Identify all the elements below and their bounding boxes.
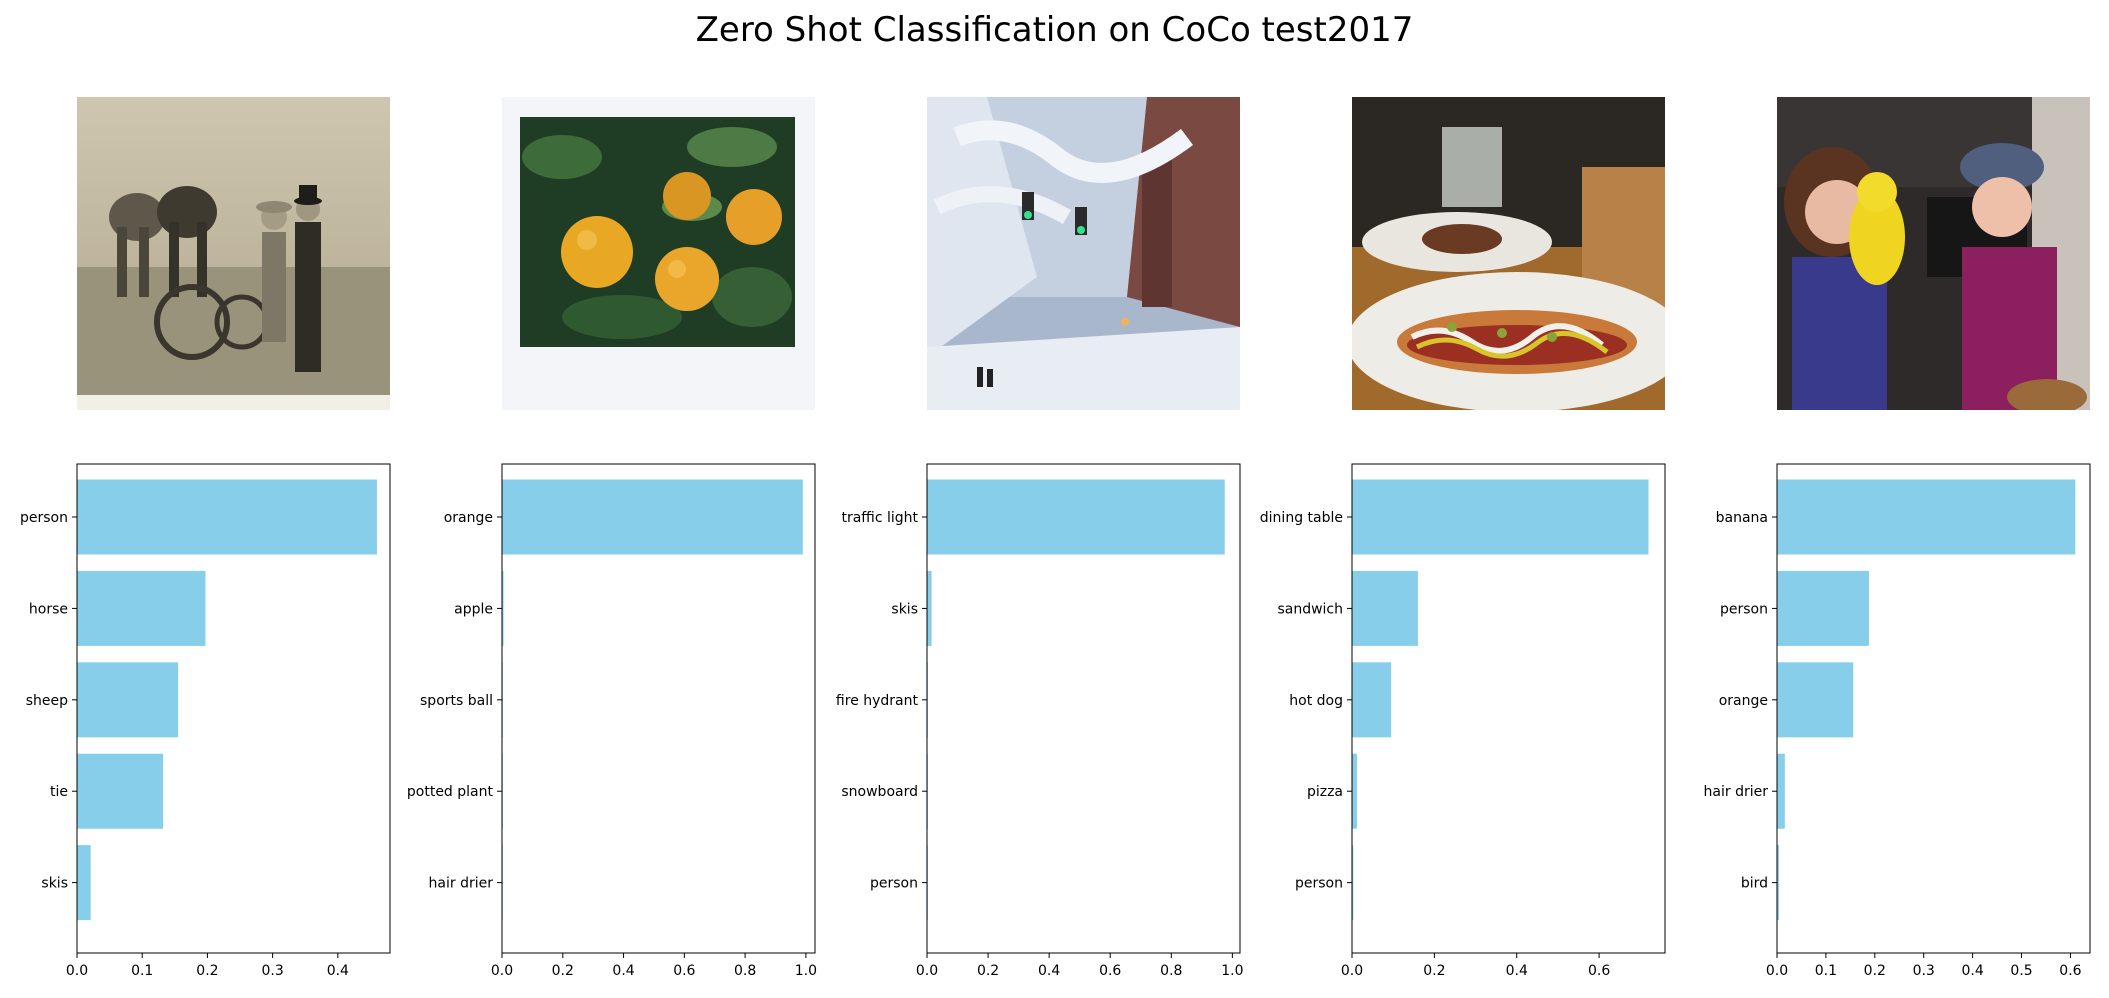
- y-tick-label: orange: [444, 510, 493, 526]
- x-tick-label: 0.3: [261, 963, 283, 979]
- x-tick-label: 0.1: [131, 963, 153, 979]
- axes-frame: [1351, 463, 1666, 954]
- photo-snowy-street: [927, 97, 1240, 410]
- y-tick-label: dining table: [1260, 510, 1343, 526]
- x-tick-label: 0.4: [1506, 963, 1528, 979]
- axes-frame: [926, 463, 1241, 954]
- bar-chart-3: traffic light skis fire hydrant snowboard pe…: [836, 463, 1243, 979]
- bar-skis: [77, 845, 91, 921]
- bar-dining-table: [1352, 479, 1649, 555]
- y-tick-label: horse: [29, 601, 68, 617]
- y-tick-label: potted plant: [407, 784, 494, 800]
- x-tick-label: 0.3: [1913, 963, 1935, 979]
- x-tick-label: 0.6: [1099, 963, 1121, 979]
- bar-person: [1777, 570, 1869, 646]
- y-tick-label: fire hydrant: [836, 693, 919, 709]
- x-tick-label: 0.2: [196, 963, 218, 979]
- photo-hot-dog: [1352, 97, 1665, 410]
- y-tick-label: traffic light: [841, 510, 918, 526]
- y-tick-label: pizza: [1307, 784, 1343, 800]
- y-tick-label: orange: [1719, 693, 1768, 709]
- x-tick-label: 0.0: [66, 963, 88, 979]
- bar-orange: [1777, 662, 1854, 738]
- y-tick-label: snowboard: [841, 784, 918, 800]
- y-tick-label: person: [870, 876, 918, 892]
- bar-apple: [502, 570, 504, 646]
- photo-oranges-polaroid: [502, 97, 815, 410]
- bar-orange: [502, 479, 803, 555]
- x-tick-label: 0.0: [1341, 963, 1363, 979]
- bar-pizza: [1352, 753, 1357, 829]
- bar-traffic-light: [927, 479, 1225, 555]
- x-tick-label: 0.2: [1864, 963, 1886, 979]
- photo-farmers-horses: [77, 97, 390, 410]
- bar-tie: [77, 753, 164, 829]
- axes-frame: [501, 463, 816, 954]
- y-tick-label: apple: [454, 601, 493, 617]
- x-tick-label: 0.5: [2010, 963, 2032, 979]
- y-tick-label: hair drier: [1704, 784, 1769, 800]
- bar-chart-2: orange apple sports ball potted plant hair d…: [407, 463, 817, 979]
- y-tick-label: person: [20, 510, 68, 526]
- y-tick-label: banana: [1716, 510, 1768, 526]
- x-tick-label: 0.6: [2059, 963, 2081, 979]
- bar-person: [1352, 845, 1354, 921]
- bar-sheep: [77, 662, 179, 738]
- bar-banana: [1777, 479, 2076, 555]
- x-tick-label: 0.4: [1038, 963, 1060, 979]
- y-tick-label: skis: [891, 601, 918, 617]
- bar-bird: [1777, 845, 1779, 921]
- x-tick-label: 0.1: [1815, 963, 1837, 979]
- x-tick-label: 0.6: [673, 963, 695, 979]
- x-tick-label: 1.0: [795, 963, 817, 979]
- x-tick-label: 0.2: [977, 963, 999, 979]
- bar-sandwich: [1352, 570, 1418, 646]
- y-tick-label: sports ball: [420, 693, 493, 709]
- x-tick-label: 0.0: [1766, 963, 1788, 979]
- x-tick-label: 0.6: [1588, 963, 1610, 979]
- bar-skis: [927, 570, 932, 646]
- x-tick-label: 0.0: [491, 963, 513, 979]
- x-tick-label: 0.2: [1423, 963, 1445, 979]
- bar-horse: [77, 570, 206, 646]
- bar-hot-dog: [1352, 662, 1392, 738]
- axes-frame: [1776, 463, 2091, 954]
- x-tick-label: 1.0: [1221, 963, 1243, 979]
- y-tick-label: skis: [41, 876, 68, 892]
- x-tick-label: 0.4: [1961, 963, 1983, 979]
- x-tick-label: 0.8: [1160, 963, 1182, 979]
- x-tick-label: 0.4: [612, 963, 634, 979]
- y-tick-label: bird: [1741, 876, 1768, 892]
- x-tick-label: 0.4: [327, 963, 349, 979]
- y-tick-label: sandwich: [1277, 601, 1343, 617]
- bar-chart-4: dining table sandwich hot dog pizza person 0.…: [1260, 463, 1666, 979]
- y-tick-label: hot dog: [1289, 693, 1343, 709]
- bar-person: [77, 479, 377, 555]
- y-tick-label: sheep: [26, 693, 68, 709]
- axes-frame: [76, 463, 391, 954]
- y-tick-label: person: [1295, 876, 1343, 892]
- y-tick-label: tie: [50, 784, 68, 800]
- y-tick-label: hair drier: [429, 876, 494, 892]
- bar-chart-5: banana person orange hair drier bird 0.0 0.1 0.…: [1704, 463, 2091, 979]
- figure-title: Zero Shot Classification on CoCo test201…: [695, 10, 1414, 50]
- photo-children-plush-toy: [1777, 97, 2090, 410]
- x-tick-label: 0.0: [916, 963, 938, 979]
- bar-chart-1: person horse sheep tie skis 0.0 0.1 0.2 0.3 0.4: [20, 463, 391, 979]
- bar-hair-drier: [1777, 753, 1785, 829]
- y-tick-label: person: [1720, 601, 1768, 617]
- x-tick-label: 0.2: [552, 963, 574, 979]
- x-tick-label: 0.8: [734, 963, 756, 979]
